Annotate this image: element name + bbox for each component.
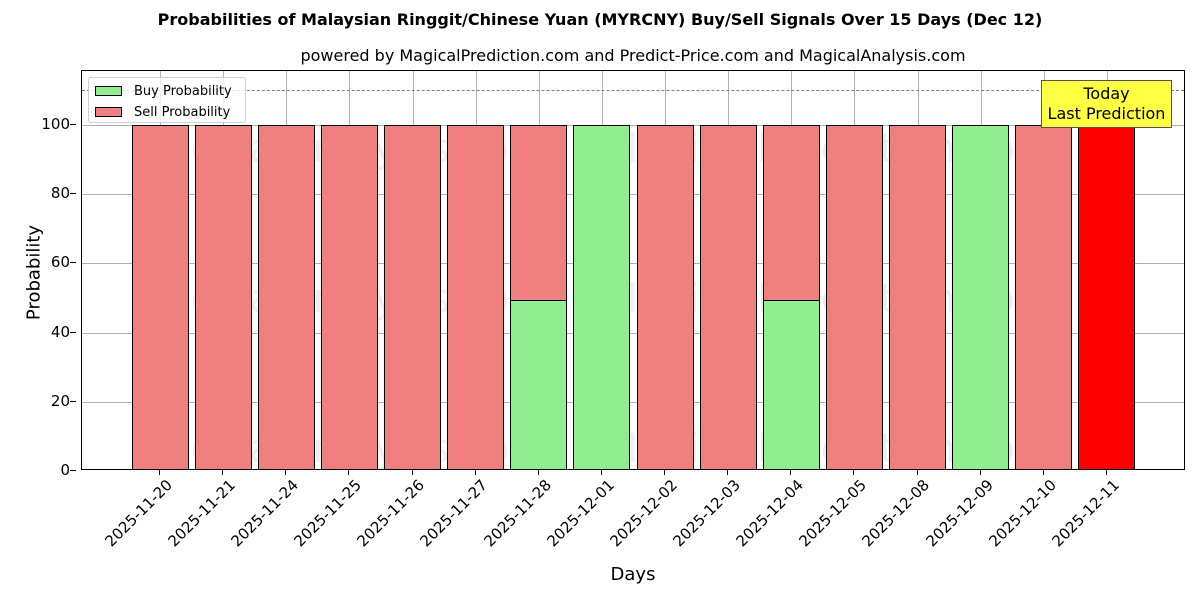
annotation-line1: Today: [1083, 84, 1130, 103]
x-tick-label: 2025-11-21: [164, 476, 239, 551]
y-tick: [70, 193, 76, 195]
bar-sell: [825, 124, 883, 469]
legend-item-sell: Sell Probability: [95, 104, 230, 120]
gridline-horizontal: [82, 401, 1184, 403]
bar-sell: [384, 124, 442, 469]
x-tick: [537, 470, 539, 475]
y-tick-label: 40: [50, 322, 70, 341]
bar-sell: [131, 124, 189, 469]
x-tick: [1042, 470, 1044, 475]
y-tick: [70, 123, 76, 125]
bar-sell: [636, 124, 694, 469]
x-tick: [285, 470, 287, 475]
bar-sell: [762, 124, 820, 301]
y-tick-label: 60: [50, 253, 70, 272]
x-tick-label: 2025-11-24: [227, 476, 302, 551]
gridline-horizontal: [82, 194, 1184, 196]
reference-line: [82, 90, 1184, 92]
bar-sell: [447, 124, 505, 469]
y-tick-label: 80: [50, 184, 70, 203]
gridline-horizontal: [82, 124, 1184, 126]
x-tick: [664, 470, 666, 475]
bar-sell: [699, 124, 757, 469]
x-tick: [159, 470, 160, 475]
bar-buy: [762, 299, 820, 469]
y-tick-label: 0: [60, 461, 70, 479]
x-tick: [600, 470, 602, 475]
x-tick-label: 2025-11-28: [480, 476, 555, 551]
x-tick: [916, 470, 918, 475]
legend-label-sell: Sell Probability: [134, 104, 231, 120]
legend: Buy Probability Sell Probability: [88, 77, 246, 123]
x-tick-label: 2025-12-08: [858, 476, 934, 551]
x-tick-label: 2025-12-05: [795, 476, 871, 551]
x-tick: [474, 470, 476, 475]
legend-label-buy: Buy Probability: [134, 83, 232, 99]
y-tick: [70, 400, 76, 402]
x-tick: [411, 470, 413, 475]
y-tick: [70, 262, 76, 264]
x-tick-label: 2025-11-27: [417, 476, 492, 551]
x-tick-label: 2025-12-04: [732, 476, 808, 551]
legend-item-buy: Buy Probability: [95, 83, 232, 99]
x-tick-label: 2025-11-20: [101, 476, 176, 551]
chart-title: Probabilities of Malaysian Ringgit/Chine…: [157, 10, 1043, 29]
x-tick: [727, 470, 729, 475]
today-annotation: Today Last Prediction: [1041, 80, 1172, 128]
y-tick-label: 20: [50, 391, 70, 410]
chart-subtitle: powered by MagicalPrediction.com and Pre…: [300, 46, 966, 65]
y-axis-title: Probability: [23, 224, 45, 321]
x-tick-label: 2025-12-01: [543, 476, 618, 551]
annotation-line2: Last Prediction: [1047, 104, 1166, 123]
bar-sell: [510, 124, 568, 301]
x-tick: [1105, 470, 1107, 475]
x-axis-title: Days: [610, 564, 656, 585]
bar-sell: [320, 124, 378, 469]
bar-buy: [510, 299, 568, 469]
x-tick: [979, 470, 981, 475]
x-tick: [222, 470, 224, 475]
x-tick: [853, 470, 855, 475]
x-tick-label: 2025-12-11: [1048, 476, 1123, 551]
plot-area: MagicalAnalysis.com MagicalPrediction.co…: [81, 70, 1185, 470]
x-tick-label: 2025-12-02: [606, 476, 681, 551]
x-tick-label: 2025-11-25: [290, 476, 366, 551]
y-tick-label: 100: [41, 114, 70, 133]
x-tick-label: 2025-12-03: [669, 476, 744, 551]
y-tick: [70, 331, 76, 333]
bar-buy: [573, 124, 631, 469]
bar-sell: [1015, 124, 1073, 469]
bar-sell-today: [1078, 124, 1136, 469]
x-tick-label: 2025-11-26: [353, 476, 429, 551]
gridline-horizontal: [82, 263, 1184, 265]
bar-sell: [194, 124, 252, 469]
bar-buy: [952, 124, 1010, 469]
y-tick: [70, 470, 76, 471]
bar-sell: [257, 124, 315, 469]
sell-swatch-icon: [95, 107, 122, 117]
buy-swatch-icon: [95, 86, 122, 96]
x-tick: [790, 470, 792, 475]
gridline-horizontal: [82, 332, 1184, 334]
bar-sell: [889, 124, 947, 469]
x-tick-label: 2025-12-09: [922, 476, 997, 551]
x-tick: [348, 470, 350, 475]
